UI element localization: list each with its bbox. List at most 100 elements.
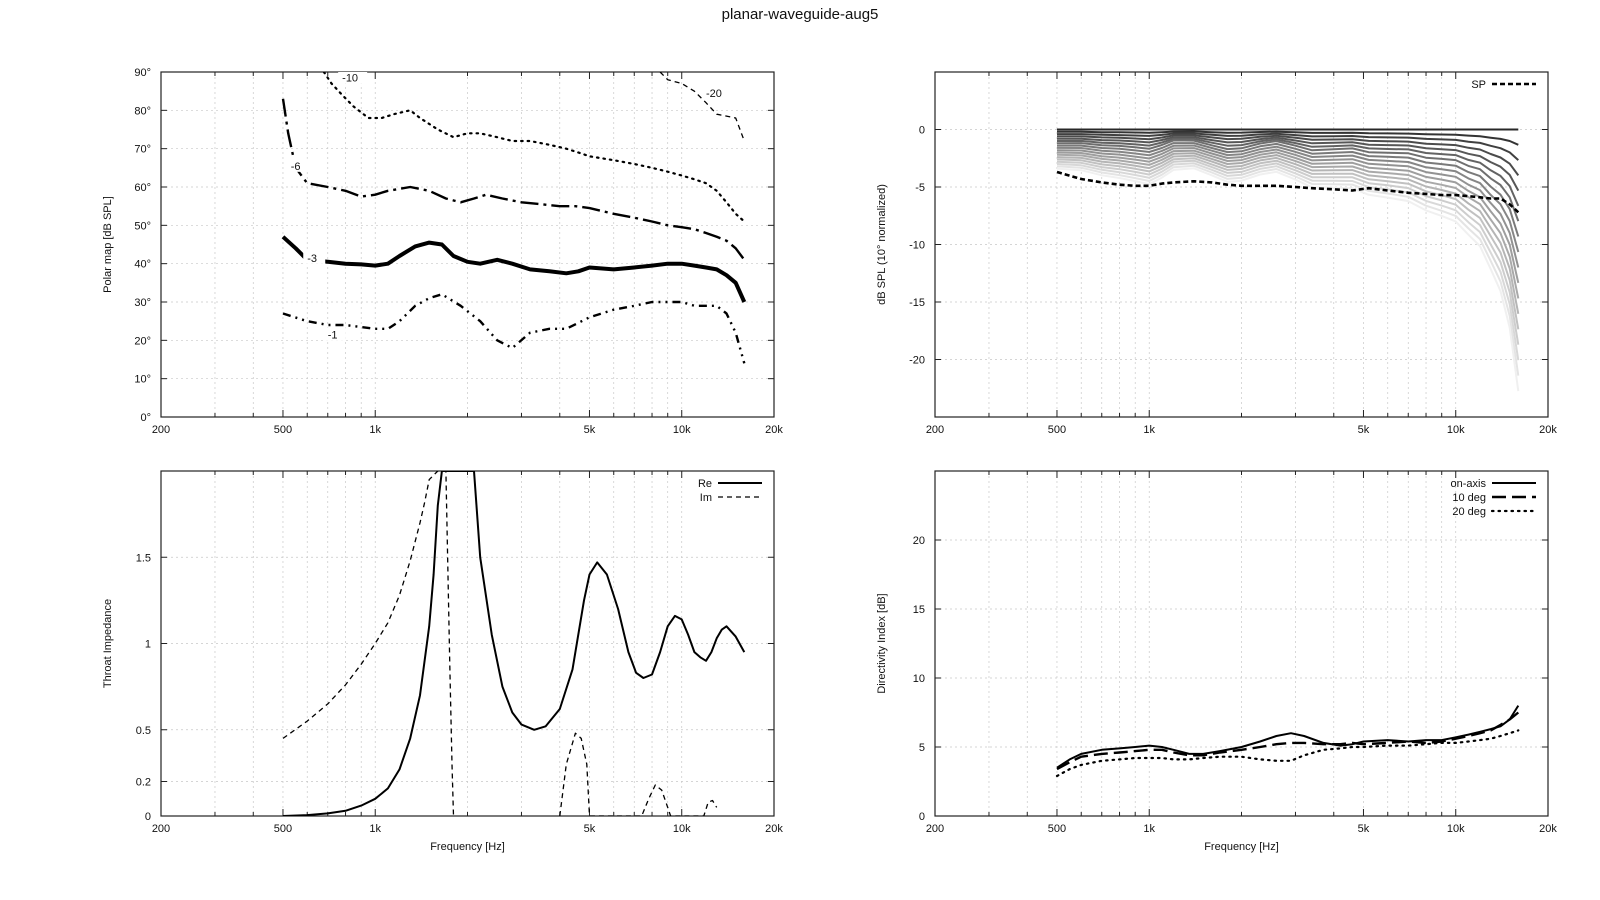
- angle-response-curve: [1057, 142, 1520, 237]
- x-tick-label: 1k: [1143, 424, 1155, 436]
- legend-label: SP: [1471, 79, 1486, 91]
- x-tick-label: 5k: [1358, 823, 1370, 835]
- contour-label-bg: [303, 250, 326, 264]
- series-group: [1055, 705, 1520, 778]
- y-tick-label: -20: [909, 355, 925, 367]
- x-axis-label: Frequency [Hz]: [1204, 841, 1279, 853]
- x-tick-label: 20k: [1539, 823, 1557, 835]
- y-tick-label: 40°: [134, 259, 151, 271]
- angle-response-curve: [1057, 130, 1519, 146]
- x-tick-label: 1k: [1143, 823, 1155, 835]
- x-tick-label: 10k: [673, 823, 691, 835]
- y-tick-label: 15: [913, 604, 925, 616]
- x-tick-label: 10k: [673, 424, 691, 436]
- series--10: [322, 72, 746, 223]
- directivity-index-panel: 0 5 10 15 20 200 500 1k 5k 10k 20k Directivity Inde…: [876, 470, 1557, 853]
- x-tick-label: 200: [926, 424, 944, 436]
- angle-response-curve: [1057, 132, 1519, 161]
- y-tick-label: -5: [915, 182, 925, 194]
- x-tick-label: 5k: [584, 823, 596, 835]
- y-tick-label: 0: [919, 811, 925, 823]
- x-tick-label: 20k: [1539, 424, 1557, 436]
- y-tick-label: 30°: [134, 297, 151, 309]
- series-re: [282, 471, 746, 816]
- contour-label: -20: [706, 88, 722, 100]
- series--1: [282, 293, 746, 364]
- throat-impedance-panel: 0 0.2 0.5 1 1.5 200 500 1k 5k 10k 20k Throat Impeda…: [102, 470, 783, 853]
- series--3: [281, 235, 747, 303]
- x-tick-label: 500: [1048, 823, 1066, 835]
- contour-label-bg: [323, 327, 346, 341]
- plot-frame: [934, 470, 1549, 817]
- angle-response-curve: [1056, 154, 1520, 314]
- y-axis-label: dB SPL (10° normalized): [876, 184, 888, 305]
- angle-response-curve: [1056, 144, 1520, 253]
- y-tick-label: 20°: [134, 335, 151, 347]
- contour-label: -3: [307, 253, 317, 265]
- plot-frame: [934, 71, 1549, 418]
- y-tick-label: 1: [145, 639, 151, 651]
- x-tick-label: 20k: [765, 823, 783, 835]
- legend-label: Re: [698, 478, 712, 490]
- x-tick-label: 20k: [765, 424, 783, 436]
- x-tick-label: 200: [926, 823, 944, 835]
- angle-response-curve: [1056, 164, 1520, 376]
- x-axis-label: Frequency [Hz]: [430, 841, 505, 853]
- angle-response-curve: [1056, 147, 1520, 268]
- plot-frame: [160, 71, 775, 418]
- legend-label: on-axis: [1451, 478, 1487, 490]
- y-tick-label: 50°: [134, 220, 151, 232]
- series-im: [282, 471, 718, 816]
- y-tick-label: -10: [909, 240, 925, 252]
- y-tick-label: 90°: [134, 67, 151, 79]
- polar-map-panel: 0° 10° 20° 30° 40° 50° 60° 70° 80° 90° 200 500 1k 5k 1…: [102, 67, 783, 436]
- series-10-deg: [1056, 711, 1520, 771]
- y-axis-label: Throat Impedance: [102, 599, 114, 688]
- contour-label-bg: [702, 86, 732, 99]
- y-tick-label: 0: [919, 125, 925, 137]
- angle-response-curve: [1056, 159, 1520, 345]
- x-tick-label: 200: [152, 823, 170, 835]
- x-tick-label: 500: [274, 424, 292, 436]
- y-tick-label: 10°: [134, 374, 151, 386]
- series-group: -1 -3 -6 -10 -20: [281, 72, 747, 364]
- series-20-deg: [1055, 729, 1520, 778]
- x-tick-label: 500: [1048, 424, 1066, 436]
- y-tick-label: 60°: [134, 182, 151, 194]
- contour-label: -6: [291, 161, 301, 173]
- series--20: [659, 72, 745, 142]
- series-group: [282, 471, 746, 816]
- angle-response-curve: [1056, 157, 1520, 330]
- series-on-axis: [1056, 705, 1520, 769]
- x-tick-label: 200: [152, 424, 170, 436]
- contour-label-bg: [286, 158, 309, 172]
- y-tick-label: 5: [919, 742, 925, 754]
- legend-label: 10 deg: [1452, 492, 1486, 504]
- x-tick-label: 500: [274, 823, 292, 835]
- series-group: [1056, 128, 1520, 392]
- y-tick-label: -15: [909, 297, 925, 309]
- angle-response-curve: [1056, 152, 1520, 299]
- angle-response-curve: [1057, 136, 1520, 192]
- legend-label: 20 deg: [1452, 506, 1486, 518]
- y-tick-label: 0.2: [136, 777, 151, 789]
- x-tick-label: 5k: [584, 424, 596, 436]
- angle-response-curve: [1056, 162, 1520, 361]
- contour-label: -10: [342, 73, 358, 85]
- y-axis-label: Directivity Index [dB]: [876, 593, 888, 693]
- y-tick-label: 10: [913, 673, 925, 685]
- x-tick-label: 1k: [369, 424, 381, 436]
- contour-label: -1: [328, 330, 338, 342]
- angle-response-curve: [1056, 137, 1520, 207]
- y-tick-label: 0: [145, 811, 151, 823]
- normalized-response-panel: 0 -5 -10 -15 -20 200 500 1k 5k 10k 20k dB SPL (10° …: [876, 71, 1557, 436]
- contour-label-bg: [338, 72, 368, 84]
- y-tick-label: 1.5: [136, 552, 151, 564]
- x-tick-label: 1k: [369, 823, 381, 835]
- angle-response-curve: [1056, 167, 1520, 392]
- x-tick-label: 10k: [1447, 424, 1465, 436]
- y-tick-label: 20: [913, 535, 925, 547]
- angle-response-curve: [1057, 134, 1520, 176]
- y-tick-label: 80°: [134, 105, 151, 117]
